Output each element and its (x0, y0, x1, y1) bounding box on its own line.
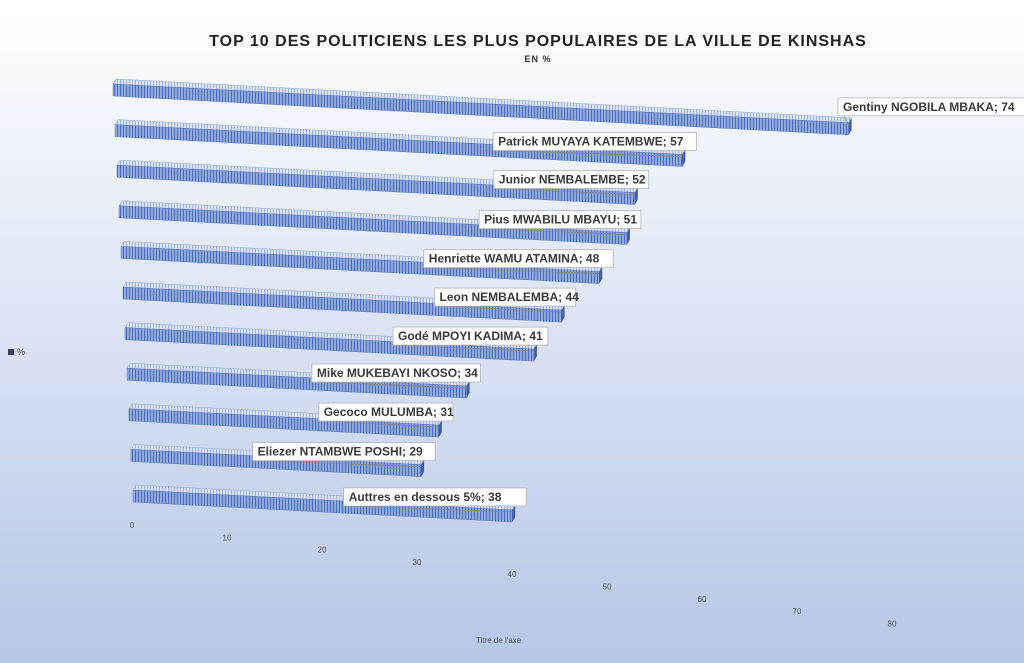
data-label: Henriette WAMU ATAMINA; 48 (423, 249, 614, 274)
data-label-text: Patrick MUYAYA KATEMBWE; 57 (498, 135, 684, 149)
data-label-leader (349, 505, 513, 513)
data-label-leader (499, 150, 683, 157)
data-label-box (423, 249, 614, 268)
chart-title: TOP 10 DES POLITICIENS LES PLUS POPULAIR… (209, 33, 867, 50)
data-label-text: Gentiny NGOBILA MBAKA; 74 (843, 100, 1015, 114)
data-label: Gentiny NGOBILA MBAKA; 74 (837, 97, 1024, 126)
bar-end-cap (848, 117, 852, 135)
data-label-text: Henriette WAMU ATAMINA; 48 (429, 252, 600, 266)
data-label-box (318, 402, 454, 422)
legend: % (8, 347, 25, 357)
data-label-box (837, 97, 1024, 117)
data-label-box (493, 170, 650, 189)
data-label-text: Godé MPOYI KADIMA; 41 (398, 329, 543, 343)
data-label-text: Gecoco MULUMBA; 31 (324, 405, 454, 419)
data-label-text: Leon NEMBALEMBA; 44 (440, 290, 580, 304)
data-label: Pius MWABILU MBAYU; 51 (478, 210, 642, 235)
data-label-text: Eliezer NTAMBWE POSHI; 29 (258, 445, 423, 459)
data-label-box (434, 287, 577, 307)
data-label: Auttres en dessous 5%; 38 (343, 487, 527, 513)
data-label-leader (398, 344, 534, 352)
x-tick-label: 60 (698, 595, 707, 604)
bar (112, 78, 853, 136)
data-label-text: Junior NEMBALEMBE; 52 (499, 172, 646, 186)
data-label-box (492, 132, 697, 151)
x-tick-label: 10 (223, 533, 232, 542)
data-label-box (478, 210, 642, 229)
x-tick-label: 70 (793, 607, 802, 616)
bar-end-cap (438, 420, 442, 438)
data-label: Junior NEMBALEMBE; 52 (493, 170, 650, 195)
data-label-text: Pius MWABILU MBAYU; 51 (484, 213, 637, 227)
bar-end-cap (682, 149, 686, 167)
x-tick-label: 40 (508, 570, 517, 579)
data-label-leader (843, 115, 849, 126)
data-label-leader (499, 188, 635, 195)
data-label-box (311, 363, 481, 383)
data-label-text: Mike MUKEBAYI NKOSO; 34 (317, 366, 478, 380)
data-label: Gecoco MULUMBA; 31 (318, 402, 454, 428)
x-tick-label: 30 (413, 558, 422, 567)
bar-end-cap (599, 266, 603, 284)
data-label: Godé MPOYI KADIMA; 41 (392, 326, 549, 352)
data-label-leader (485, 228, 627, 235)
x-tick-label: 80 (888, 619, 897, 628)
chart-subtitle: EN % (524, 54, 552, 64)
data-label-leader (429, 267, 600, 274)
bar-end-cap (466, 381, 470, 399)
data-label-box (343, 487, 527, 507)
data-label-leader (324, 420, 439, 428)
bar-end-cap (561, 305, 565, 323)
data-label: Eliezer NTAMBWE POSHI; 29 (252, 442, 436, 468)
bar-end-cap (421, 459, 425, 477)
data-label-box (392, 326, 549, 346)
data-label: Patrick MUYAYA KATEMBWE; 57 (492, 132, 697, 157)
data-label-leader (440, 305, 562, 313)
data-label-box (252, 442, 436, 462)
bar-end-cap (533, 344, 537, 362)
data-label: Mike MUKEBAYI NKOSO; 34 (311, 363, 481, 389)
data-label-leader (258, 460, 422, 468)
legend-label: % (17, 347, 26, 357)
bar-end-cap (512, 504, 516, 522)
x-tick-label: 0 (130, 521, 135, 530)
bar-end-cap (634, 187, 638, 205)
legend-swatch (8, 349, 14, 355)
data-label-text: Auttres en dessous 5%; 38 (349, 490, 502, 504)
data-label-leader (317, 381, 467, 389)
bar-end-cap (626, 227, 630, 245)
x-tick-label: 20 (318, 546, 327, 555)
data-label: Leon NEMBALEMBA; 44 (434, 287, 580, 313)
x-tick-label: 50 (603, 583, 612, 592)
x-axis-title: Titre de l'axe (476, 636, 522, 645)
